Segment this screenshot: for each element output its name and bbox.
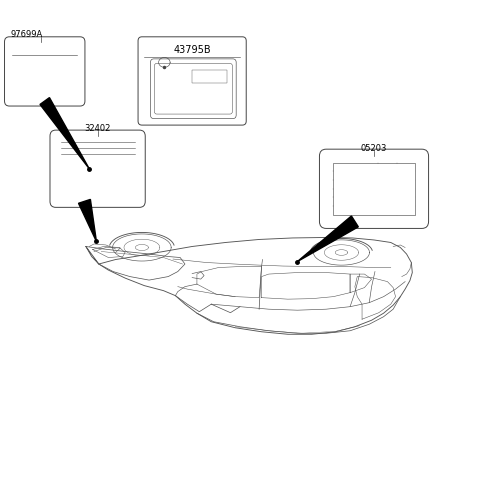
- Text: 97699A: 97699A: [10, 30, 43, 39]
- Bar: [333, 162, 415, 215]
- Bar: [192, 70, 228, 83]
- FancyBboxPatch shape: [320, 149, 429, 228]
- Polygon shape: [298, 216, 358, 262]
- Text: 32402: 32402: [84, 124, 111, 133]
- Polygon shape: [79, 199, 96, 241]
- FancyBboxPatch shape: [50, 130, 145, 207]
- FancyBboxPatch shape: [151, 59, 236, 119]
- FancyBboxPatch shape: [155, 63, 232, 114]
- Text: 05203: 05203: [361, 144, 387, 153]
- Text: 43795B: 43795B: [173, 45, 211, 55]
- Text: 모델명: 모델명: [204, 75, 211, 79]
- FancyBboxPatch shape: [138, 37, 246, 125]
- FancyBboxPatch shape: [4, 37, 85, 106]
- Polygon shape: [40, 98, 89, 169]
